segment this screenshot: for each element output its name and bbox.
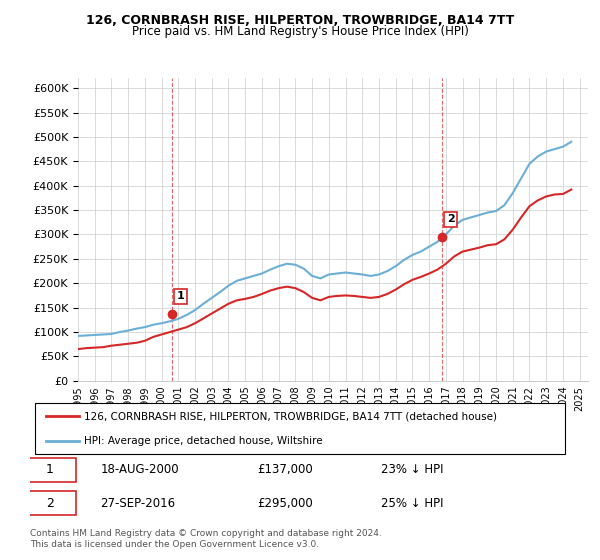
Text: 1: 1 — [176, 291, 184, 301]
Text: 126, CORNBRASH RISE, HILPERTON, TROWBRIDGE, BA14 7TT: 126, CORNBRASH RISE, HILPERTON, TROWBRID… — [86, 14, 514, 27]
Text: 126, CORNBRASH RISE, HILPERTON, TROWBRIDGE, BA14 7TT (detached house): 126, CORNBRASH RISE, HILPERTON, TROWBRID… — [84, 411, 497, 421]
FancyBboxPatch shape — [25, 491, 76, 515]
Text: 27-SEP-2016: 27-SEP-2016 — [100, 497, 175, 510]
Text: HPI: Average price, detached house, Wiltshire: HPI: Average price, detached house, Wilt… — [84, 436, 323, 446]
Text: £295,000: £295,000 — [257, 497, 313, 510]
Text: 25% ↓ HPI: 25% ↓ HPI — [381, 497, 443, 510]
Text: 2: 2 — [46, 497, 54, 510]
Text: 18-AUG-2000: 18-AUG-2000 — [100, 463, 179, 476]
Text: 1: 1 — [46, 463, 54, 476]
FancyBboxPatch shape — [25, 458, 76, 482]
Text: Price paid vs. HM Land Registry's House Price Index (HPI): Price paid vs. HM Land Registry's House … — [131, 25, 469, 38]
Text: 23% ↓ HPI: 23% ↓ HPI — [381, 463, 443, 476]
FancyBboxPatch shape — [35, 403, 565, 454]
Text: £137,000: £137,000 — [257, 463, 313, 476]
Text: 2: 2 — [447, 214, 454, 225]
Text: Contains HM Land Registry data © Crown copyright and database right 2024.
This d: Contains HM Land Registry data © Crown c… — [30, 529, 382, 549]
